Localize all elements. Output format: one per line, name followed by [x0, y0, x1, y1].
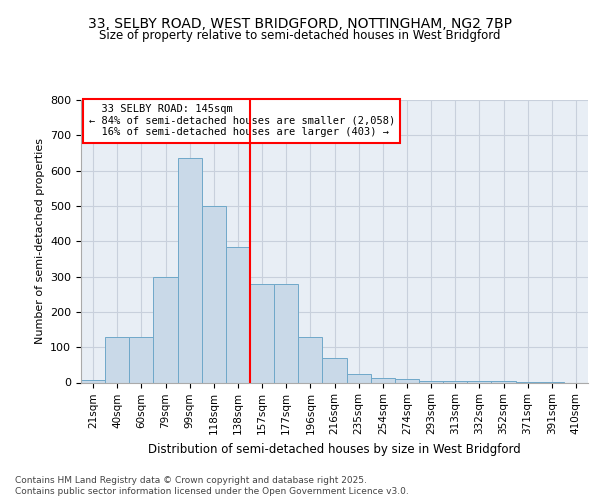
Bar	[274, 284, 298, 382]
X-axis label: Distribution of semi-detached houses by size in West Bridgford: Distribution of semi-detached houses by …	[148, 442, 521, 456]
Bar	[202, 206, 226, 382]
Bar	[226, 248, 250, 382]
Text: 33 SELBY ROAD: 145sqm
← 84% of semi-detached houses are smaller (2,058)
  16% of: 33 SELBY ROAD: 145sqm ← 84% of semi-deta…	[89, 104, 395, 138]
Bar	[250, 284, 274, 382]
Text: Contains HM Land Registry data © Crown copyright and database right 2025.: Contains HM Land Registry data © Crown c…	[15, 476, 367, 485]
Bar	[419, 380, 443, 382]
Text: 33, SELBY ROAD, WEST BRIDGFORD, NOTTINGHAM, NG2 7BP: 33, SELBY ROAD, WEST BRIDGFORD, NOTTINGH…	[88, 18, 512, 32]
Bar	[154, 276, 178, 382]
Y-axis label: Number of semi-detached properties: Number of semi-detached properties	[35, 138, 44, 344]
Bar	[178, 158, 202, 382]
Bar	[81, 380, 105, 382]
Bar	[322, 358, 347, 382]
Bar	[347, 374, 371, 382]
Bar	[371, 378, 395, 382]
Bar	[395, 379, 419, 382]
Bar	[298, 336, 322, 382]
Text: Contains public sector information licensed under the Open Government Licence v3: Contains public sector information licen…	[15, 488, 409, 496]
Bar	[129, 338, 154, 382]
Text: Size of property relative to semi-detached houses in West Bridgford: Size of property relative to semi-detach…	[99, 29, 501, 42]
Bar	[443, 380, 467, 382]
Bar	[105, 338, 129, 382]
